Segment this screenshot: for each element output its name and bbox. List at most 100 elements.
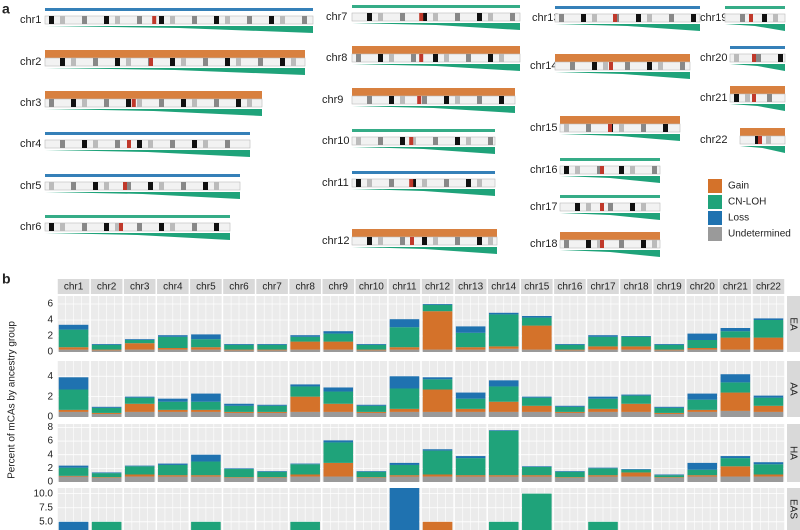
area-segment — [158, 336, 188, 348]
area-segment — [389, 488, 420, 530]
band — [400, 96, 405, 104]
band — [455, 96, 460, 104]
area-segment — [389, 476, 420, 482]
ideogram — [729, 93, 786, 103]
centromere — [419, 54, 424, 62]
chromosome-label: chr2 — [20, 56, 41, 68]
area-segment — [224, 469, 254, 478]
band — [778, 54, 783, 62]
row-label: EAS — [787, 499, 798, 519]
strip — [256, 279, 288, 294]
band — [740, 14, 745, 22]
column-label: chr3 — [130, 282, 150, 293]
area-segment — [455, 392, 486, 399]
band — [422, 237, 427, 245]
band — [93, 182, 98, 190]
area-segment — [356, 404, 387, 406]
area-segment — [191, 521, 221, 530]
ideogram — [351, 95, 516, 105]
area-segment — [290, 384, 320, 387]
area-segment — [290, 521, 320, 530]
column-label: chr2 — [97, 282, 117, 293]
centromere — [149, 58, 153, 66]
cnloh-wedge — [725, 24, 785, 31]
band — [477, 96, 482, 104]
area-segment — [389, 319, 420, 328]
area-segment — [124, 476, 155, 482]
area-segment — [323, 333, 354, 342]
area-segment — [588, 346, 618, 350]
area-segment — [687, 411, 718, 417]
area-segment — [522, 396, 552, 398]
band — [499, 54, 504, 62]
centromere — [123, 182, 127, 190]
band — [608, 203, 613, 211]
band — [203, 140, 208, 148]
band — [444, 54, 449, 62]
area-segment — [158, 475, 188, 477]
band — [378, 54, 383, 62]
y-tick-label: 4 — [47, 449, 53, 460]
band — [269, 16, 274, 24]
centromere — [409, 179, 414, 187]
band — [488, 13, 493, 21]
column-label: chr8 — [295, 282, 315, 293]
panel-label: b — [2, 271, 11, 287]
area-segment — [290, 474, 320, 477]
band — [564, 240, 569, 248]
area-segment — [522, 466, 552, 476]
area-segment — [58, 377, 89, 390]
area-segment — [422, 476, 453, 482]
band — [597, 166, 602, 174]
band — [192, 223, 197, 231]
band — [104, 16, 109, 24]
area-segment — [720, 382, 751, 393]
area-segment — [455, 347, 486, 350]
event-band — [352, 46, 520, 54]
area-segment — [422, 304, 453, 312]
band — [225, 16, 230, 24]
area-segment — [58, 465, 89, 468]
area-segment — [58, 324, 89, 330]
band — [367, 179, 372, 187]
area-segment — [455, 456, 486, 459]
event-band — [730, 86, 785, 94]
event-band — [45, 8, 313, 11]
area-segment — [720, 349, 751, 352]
strip — [787, 488, 800, 530]
y-tick-label: 0 — [47, 477, 53, 488]
cnloh-wedge — [352, 64, 520, 71]
band — [159, 99, 164, 107]
band — [367, 237, 372, 245]
area-segment — [356, 477, 387, 482]
area-segment — [753, 349, 784, 352]
column-label: chr6 — [229, 282, 249, 293]
band — [499, 96, 504, 104]
band — [477, 237, 482, 245]
area-segment — [488, 430, 519, 431]
area-segment — [522, 349, 552, 352]
area-segment — [257, 344, 287, 350]
event-band — [45, 91, 262, 99]
area-segment — [621, 403, 651, 412]
event-band — [352, 171, 495, 174]
centromere — [752, 94, 756, 102]
band — [755, 136, 760, 144]
area-segment — [588, 396, 618, 399]
area-segment — [257, 349, 287, 351]
band — [592, 14, 597, 22]
area-segment — [124, 343, 155, 350]
band — [170, 223, 175, 231]
area-segment — [191, 339, 221, 348]
area-segment — [290, 396, 320, 412]
area-segment — [422, 450, 453, 475]
column-label: chr19 — [657, 282, 682, 293]
centromere — [409, 137, 414, 145]
band — [126, 58, 131, 66]
area-segment — [522, 397, 552, 406]
area-segment — [588, 468, 618, 476]
area-segment — [356, 405, 387, 412]
area-segment — [422, 521, 453, 530]
area-segment — [555, 349, 585, 351]
